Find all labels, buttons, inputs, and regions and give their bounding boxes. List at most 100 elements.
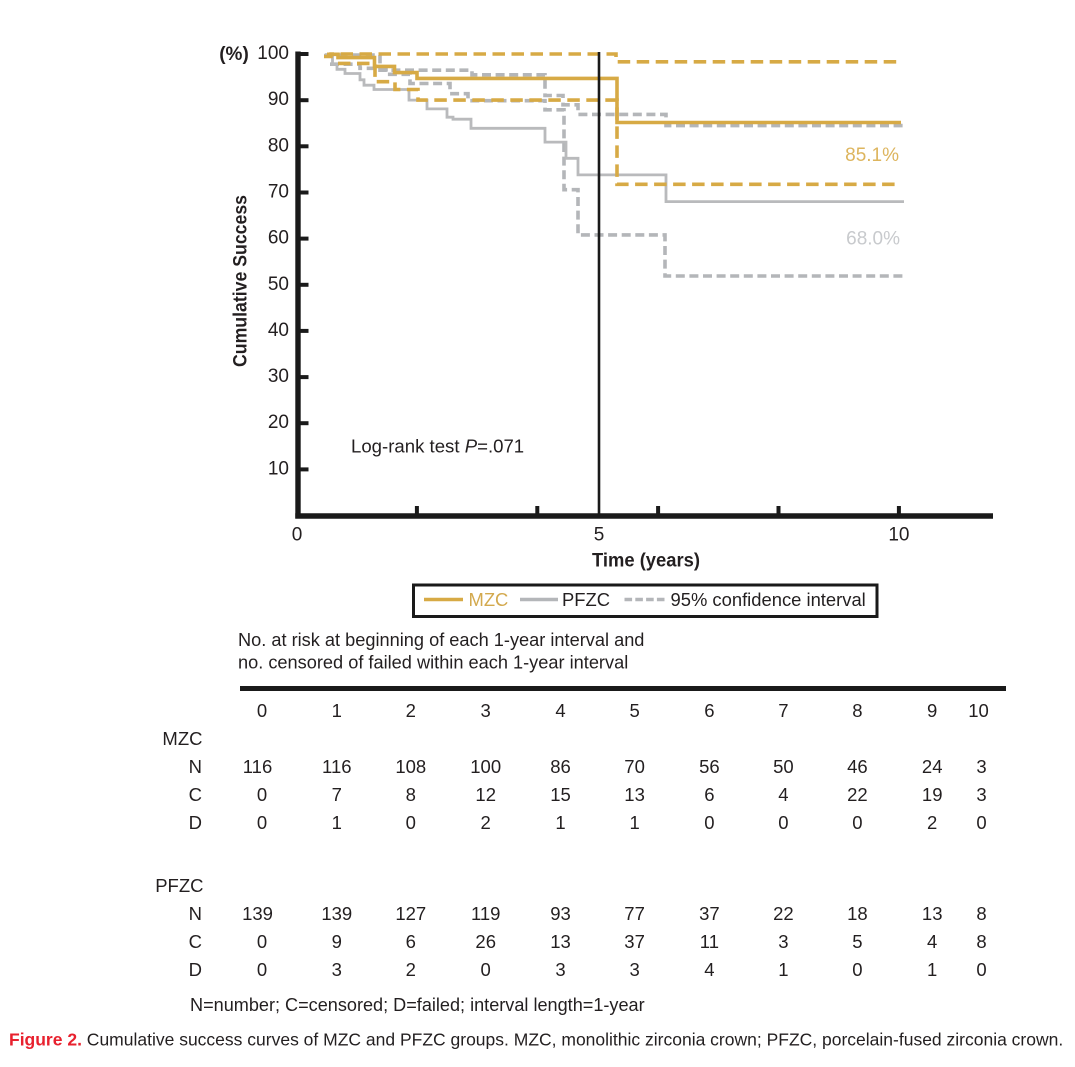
svg-text:108: 108 <box>395 756 426 777</box>
svg-text:0: 0 <box>257 959 267 980</box>
svg-text:0: 0 <box>704 812 714 833</box>
svg-text:1: 1 <box>332 812 342 833</box>
svg-text:37: 37 <box>699 903 720 924</box>
svg-text:3: 3 <box>555 959 565 980</box>
svg-text:1: 1 <box>778 959 788 980</box>
svg-text:22: 22 <box>773 903 794 924</box>
svg-text:7: 7 <box>778 700 788 721</box>
svg-text:3: 3 <box>332 959 342 980</box>
svg-text:26: 26 <box>475 931 496 952</box>
svg-text:0: 0 <box>257 931 267 952</box>
svg-text:0: 0 <box>257 784 267 805</box>
svg-text:C: C <box>189 931 202 952</box>
svg-text:0: 0 <box>778 812 788 833</box>
svg-text:(%): (%) <box>219 44 249 65</box>
svg-text:139: 139 <box>321 903 352 924</box>
svg-text:4: 4 <box>704 959 714 980</box>
svg-text:Log-rank test P=.071: Log-rank test P=.071 <box>351 436 524 457</box>
svg-text:0: 0 <box>292 525 303 546</box>
svg-text:6: 6 <box>704 700 714 721</box>
svg-text:60: 60 <box>268 228 289 249</box>
svg-text:30: 30 <box>268 366 289 387</box>
svg-text:70: 70 <box>624 756 645 777</box>
svg-text:D: D <box>189 812 202 833</box>
svg-text:N: N <box>189 756 202 777</box>
svg-text:77: 77 <box>624 903 645 924</box>
svg-text:13: 13 <box>550 931 571 952</box>
svg-text:MZC: MZC <box>162 728 202 749</box>
svg-text:2: 2 <box>927 812 937 833</box>
svg-text:0: 0 <box>481 959 491 980</box>
svg-text:Figure 2. Cumulative success c: Figure 2. Cumulative success curves of M… <box>9 1030 1063 1050</box>
svg-text:1: 1 <box>555 812 565 833</box>
svg-text:13: 13 <box>624 784 645 805</box>
svg-text:0: 0 <box>852 959 862 980</box>
svg-text:7: 7 <box>332 784 342 805</box>
svg-text:Cumulative Success: Cumulative Success <box>231 195 252 367</box>
svg-text:20: 20 <box>268 412 289 433</box>
svg-text:6: 6 <box>406 931 416 952</box>
svg-text:5: 5 <box>852 931 862 952</box>
svg-text:PFZC: PFZC <box>562 589 610 610</box>
svg-text:3: 3 <box>629 959 639 980</box>
svg-text:0: 0 <box>976 959 986 980</box>
svg-text:1: 1 <box>629 812 639 833</box>
svg-text:11: 11 <box>700 931 719 952</box>
svg-text:86: 86 <box>550 756 571 777</box>
svg-text:139: 139 <box>242 903 273 924</box>
svg-text:90: 90 <box>268 89 289 110</box>
svg-text:46: 46 <box>847 756 868 777</box>
svg-text:0: 0 <box>852 812 862 833</box>
svg-text:0: 0 <box>257 812 267 833</box>
svg-text:13: 13 <box>922 903 943 924</box>
svg-text:0: 0 <box>257 700 267 721</box>
svg-text:4: 4 <box>555 700 565 721</box>
svg-text:N: N <box>189 903 202 924</box>
svg-text:Time (years): Time (years) <box>592 551 700 572</box>
svg-text:4: 4 <box>927 931 937 952</box>
svg-text:100: 100 <box>257 43 289 64</box>
svg-text:0: 0 <box>406 812 416 833</box>
svg-text:N=number; C=censored; D=failed: N=number; C=censored; D=failed; interval… <box>190 995 645 1015</box>
svg-text:4: 4 <box>778 784 788 805</box>
svg-text:100: 100 <box>470 756 501 777</box>
svg-text:22: 22 <box>847 784 868 805</box>
svg-text:10: 10 <box>968 700 989 721</box>
svg-text:8: 8 <box>852 700 862 721</box>
svg-text:3: 3 <box>976 756 986 777</box>
svg-text:95% confidence interval: 95% confidence interval <box>671 589 866 610</box>
svg-text:2: 2 <box>406 700 416 721</box>
svg-text:3: 3 <box>778 931 788 952</box>
svg-text:10: 10 <box>268 458 289 479</box>
svg-text:MZC: MZC <box>469 589 509 610</box>
svg-text:37: 37 <box>624 931 645 952</box>
svg-text:D: D <box>189 959 202 980</box>
svg-text:119: 119 <box>471 903 501 924</box>
svg-text:15: 15 <box>550 784 571 805</box>
svg-text:C: C <box>189 784 202 805</box>
svg-text:3: 3 <box>481 700 491 721</box>
svg-text:1: 1 <box>332 700 342 721</box>
svg-text:5: 5 <box>629 700 639 721</box>
svg-text:19: 19 <box>922 784 943 805</box>
svg-text:10: 10 <box>888 525 909 546</box>
svg-text:6: 6 <box>704 784 714 805</box>
svg-text:80: 80 <box>268 135 289 156</box>
svg-text:70: 70 <box>268 182 289 203</box>
svg-text:PFZC: PFZC <box>155 875 203 896</box>
svg-text:no. censored of failed within: no. censored of failed within each 1-yea… <box>238 652 628 672</box>
svg-text:93: 93 <box>550 903 571 924</box>
svg-text:18: 18 <box>847 903 868 924</box>
svg-text:40: 40 <box>268 320 289 341</box>
svg-text:50: 50 <box>268 274 289 295</box>
svg-text:50: 50 <box>773 756 794 777</box>
svg-text:8: 8 <box>406 784 416 805</box>
svg-text:No. at risk at beginning of ea: No. at risk at beginning of each 1-year … <box>238 630 644 650</box>
svg-text:116: 116 <box>322 756 352 777</box>
svg-text:0: 0 <box>976 812 986 833</box>
svg-text:127: 127 <box>395 903 426 924</box>
svg-text:2: 2 <box>481 812 491 833</box>
svg-text:2: 2 <box>406 959 416 980</box>
svg-text:12: 12 <box>475 784 496 805</box>
svg-text:24: 24 <box>922 756 943 777</box>
